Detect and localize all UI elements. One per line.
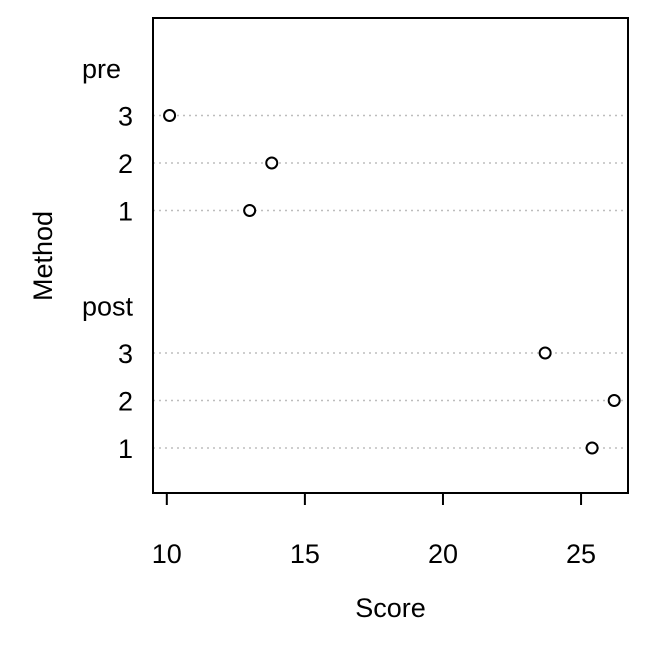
- y-axis-labels: pre 3 2 1 post 3 2 1: [82, 54, 134, 464]
- y-axis-label: Method: [28, 211, 58, 301]
- group-label-pre: pre: [82, 54, 121, 84]
- grid-layer: [153, 114, 628, 449]
- x-tick-label-15: 15: [290, 539, 320, 569]
- points-layer: [163, 109, 621, 455]
- row-label-pre-2: 2: [118, 149, 133, 179]
- plot-frame: [152, 17, 629, 494]
- x-tick-label-25: 25: [566, 539, 596, 569]
- x-tick-label-10: 10: [152, 539, 182, 569]
- x-axis-label: Score: [355, 593, 426, 623]
- data-point-post-1: [585, 441, 599, 455]
- data-point-pre-1: [243, 204, 257, 217]
- row-label-post-3: 3: [118, 339, 133, 369]
- row-label-post-2: 2: [118, 387, 133, 417]
- data-point-post-3: [538, 346, 552, 360]
- x-tick-label-20: 20: [428, 539, 458, 569]
- row-label-pre-3: 3: [118, 102, 133, 132]
- data-point-pre-3: [163, 109, 177, 122]
- data-point-post-2: [607, 394, 621, 407]
- group-label-post: post: [82, 292, 134, 322]
- x-axis: 10 15 20 25: [152, 492, 596, 569]
- row-label-pre-1: 1: [118, 197, 133, 227]
- row-label-post-1: 1: [118, 434, 133, 464]
- data-point-pre-2: [265, 156, 279, 170]
